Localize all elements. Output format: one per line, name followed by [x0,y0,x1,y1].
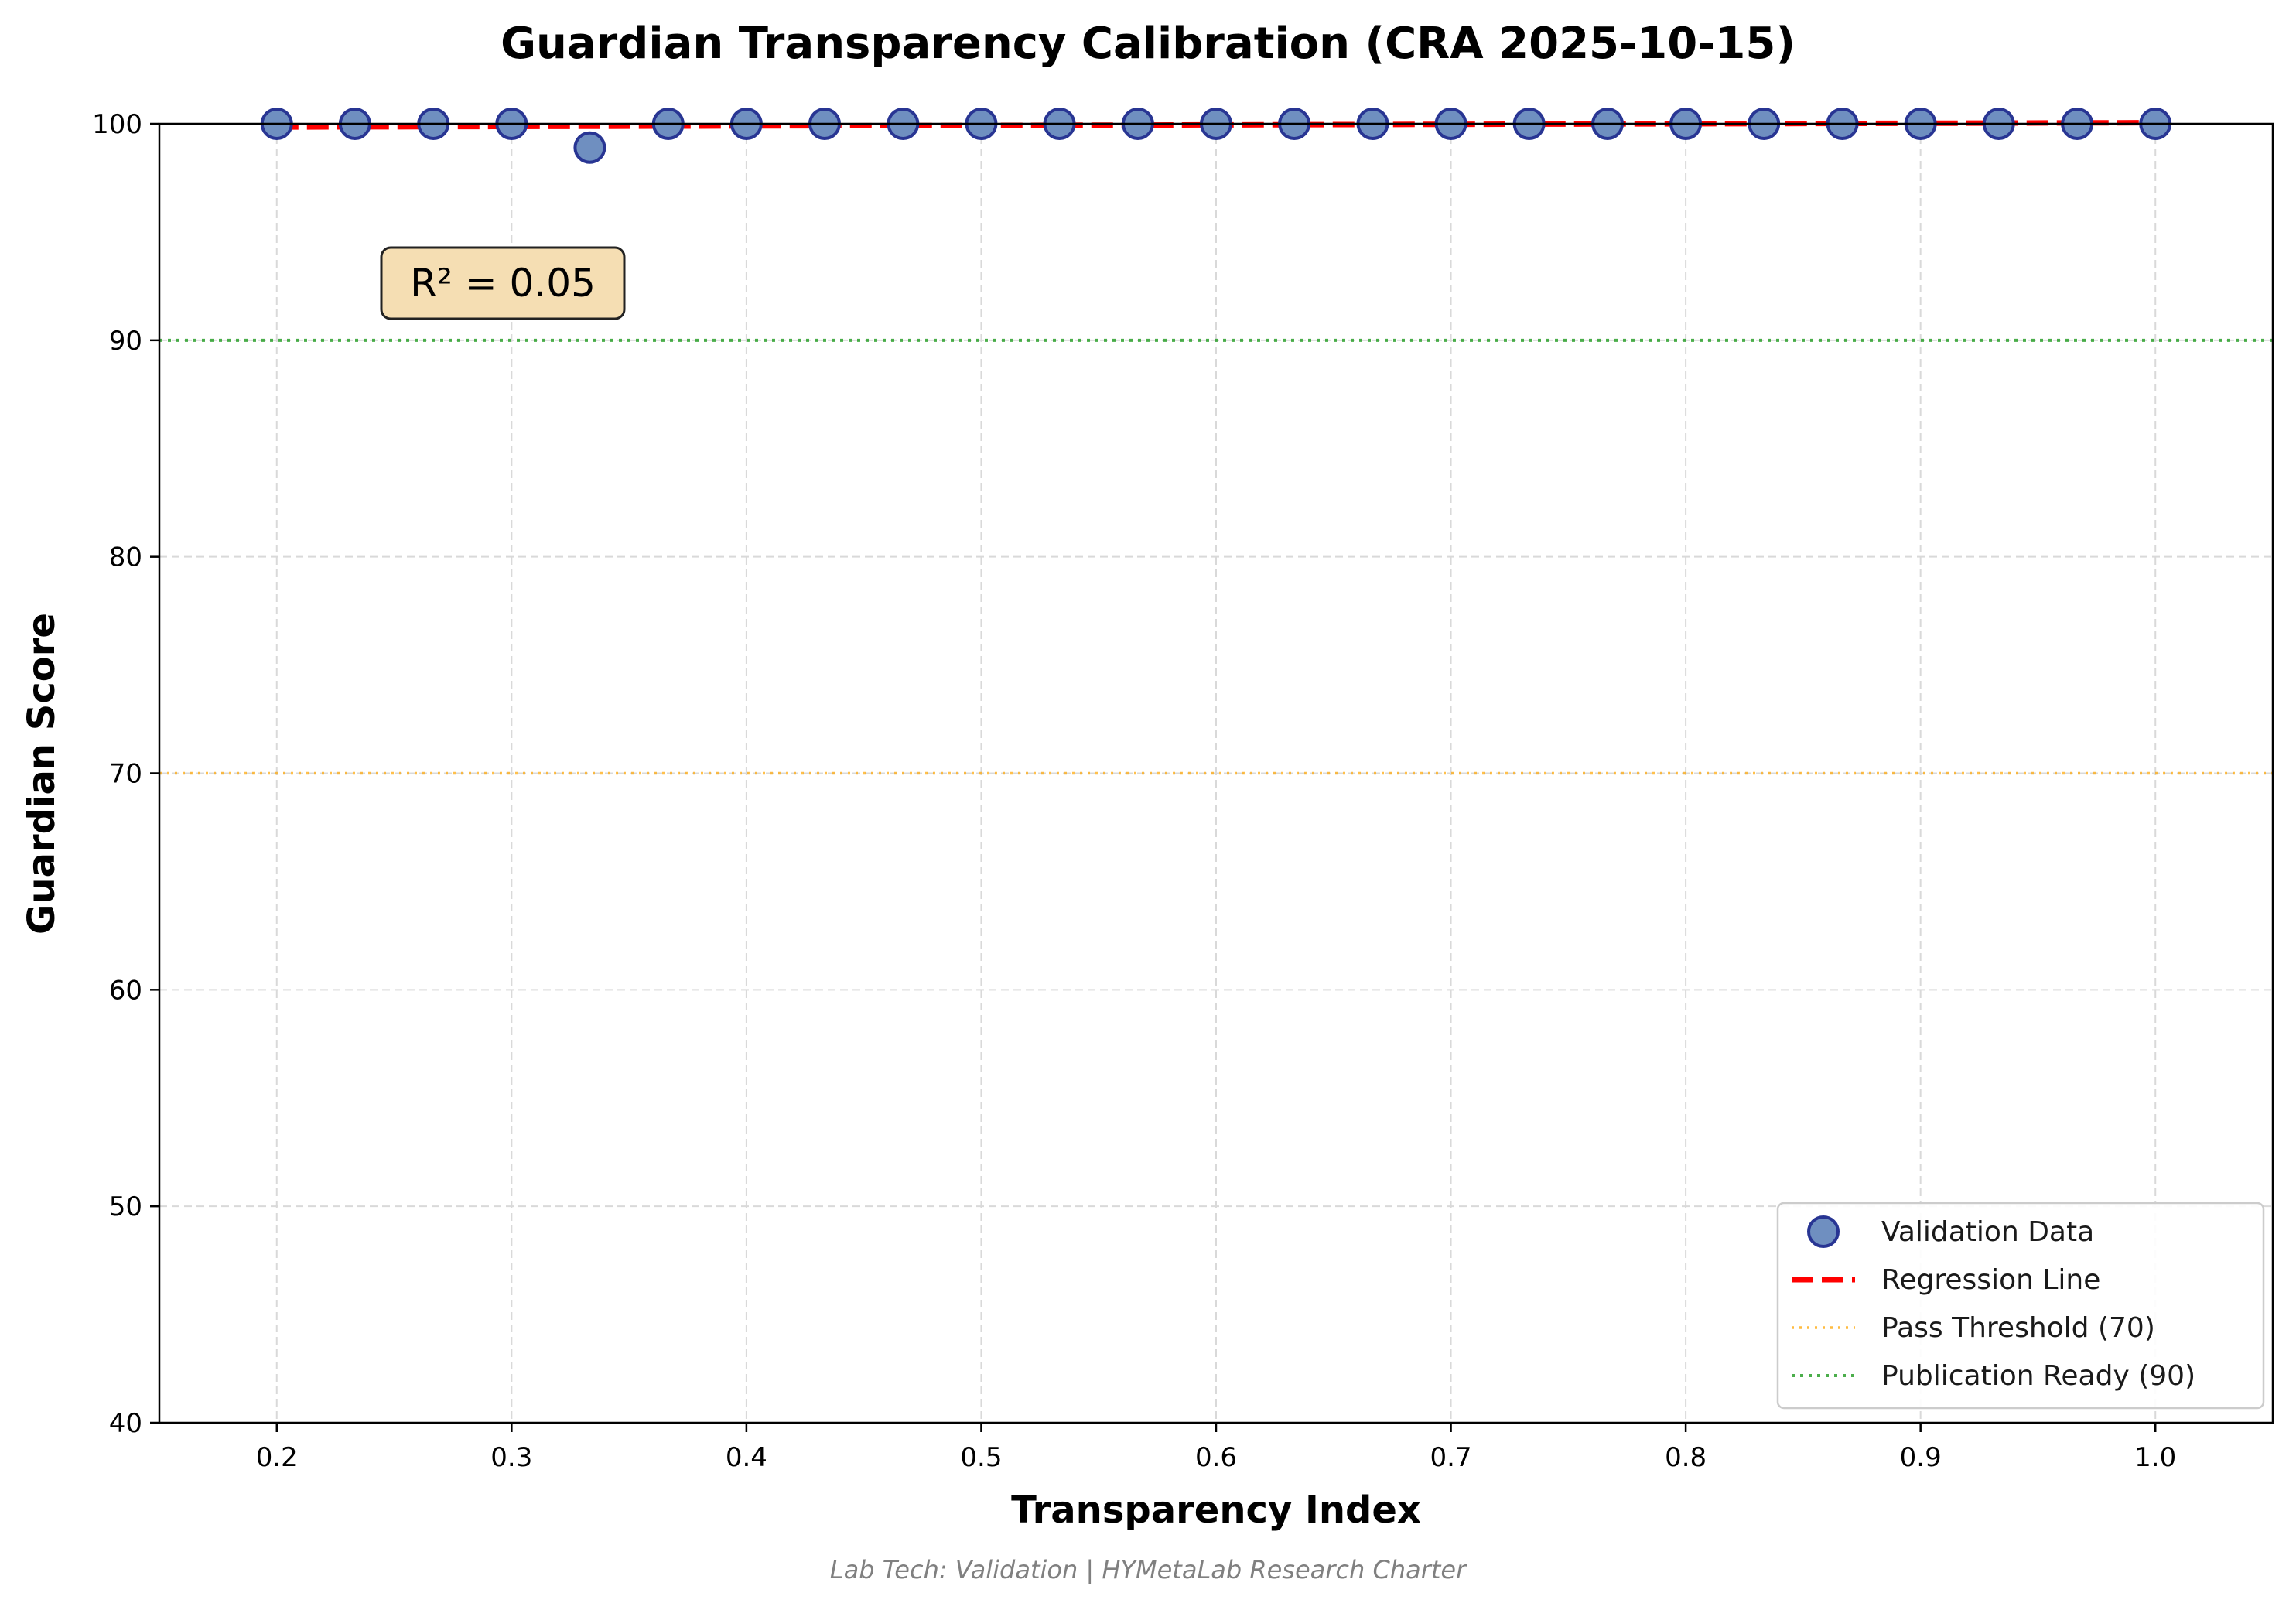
annotation-box [380,246,626,320]
legend-label-publication-ready: Publication Ready (90) [1881,1360,2195,1392]
y-axis-label: Guardian Score [20,613,63,935]
scatter-point [573,131,606,164]
x-tick-label: 1.0 [2134,1442,2176,1473]
annotation-text: R² = 0.05 [410,261,596,306]
legend: Validation Data Regression Line Pass Thr… [1776,1202,2265,1410]
x-tick-label: 0.5 [960,1442,1002,1473]
reference-lines [159,338,2273,775]
x-tick-label: 0.6 [1195,1442,1237,1473]
y-tick-label: 60 [109,975,142,1006]
legend-label-pass-threshold: Pass Threshold (70) [1881,1312,2155,1344]
x-tick-label: 0.7 [1430,1442,1472,1473]
scatter-points [260,108,2172,164]
x-axis-label: Transparency Index [1011,1489,1421,1532]
legend-label-regression-line: Regression Line [1881,1264,2100,1296]
x-tick-label: 0.3 [490,1442,532,1473]
x-tick-label: 0.9 [1900,1442,1942,1473]
y-tick-label: 70 [109,759,142,790]
y-tick-label: 40 [109,1408,142,1439]
y-axis-ticks: 40 50 60 70 80 90 100 [92,109,159,1439]
y-tick-label: 90 [109,326,142,357]
x-tick-label: 0.2 [256,1442,298,1473]
footer-credit: Lab Tech: Validation | HYMetaLab Researc… [830,1555,1467,1584]
legend-label-validation-data: Validation Data [1881,1216,2094,1248]
y-tick-label: 50 [109,1191,142,1222]
r-squared-annotation: R² = 0.05 [380,246,626,320]
y-tick-label: 100 [92,109,142,140]
x-tick-label: 0.4 [726,1442,767,1473]
x-tick-label: 0.8 [1665,1442,1707,1473]
y-tick-label: 80 [109,542,142,573]
legend-marker-validation-data [1807,1215,1840,1248]
chart-title: Guardian Transparency Calibration (CRA 2… [501,19,1795,69]
legend-box [1776,1202,2265,1410]
x-axis-ticks: 0.2 0.3 0.4 0.5 0.6 0.7 0.8 0.9 1.0 [256,1423,2176,1473]
